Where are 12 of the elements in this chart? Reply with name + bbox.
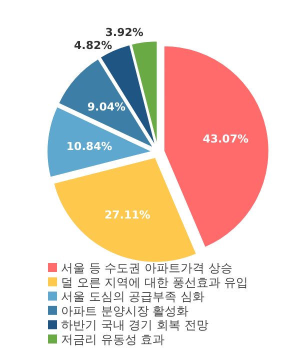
data-label: 10.84% xyxy=(66,140,112,153)
legend-label: 덜 오른 지역에 대한 풍선효과 유입 xyxy=(61,275,248,290)
data-label: 27.11% xyxy=(104,208,150,222)
legend-label: 아파트 분양시장 활성화 xyxy=(61,304,189,318)
data-label: 3.92% xyxy=(105,26,144,39)
data-label: 9.04% xyxy=(87,100,126,114)
data-label: 4.82% xyxy=(74,38,112,52)
legend-label: 서울 등 수도권 아파트가격 상승 xyxy=(61,261,232,275)
data-label: 43.07% xyxy=(202,132,249,146)
legend-label: 하반기 국내 경기 회복 전망 xyxy=(61,318,208,332)
legend-label: 서울 도심의 공급부족 심화 xyxy=(61,290,204,304)
legend-label: 저금리 유동성 효과 xyxy=(61,332,165,346)
